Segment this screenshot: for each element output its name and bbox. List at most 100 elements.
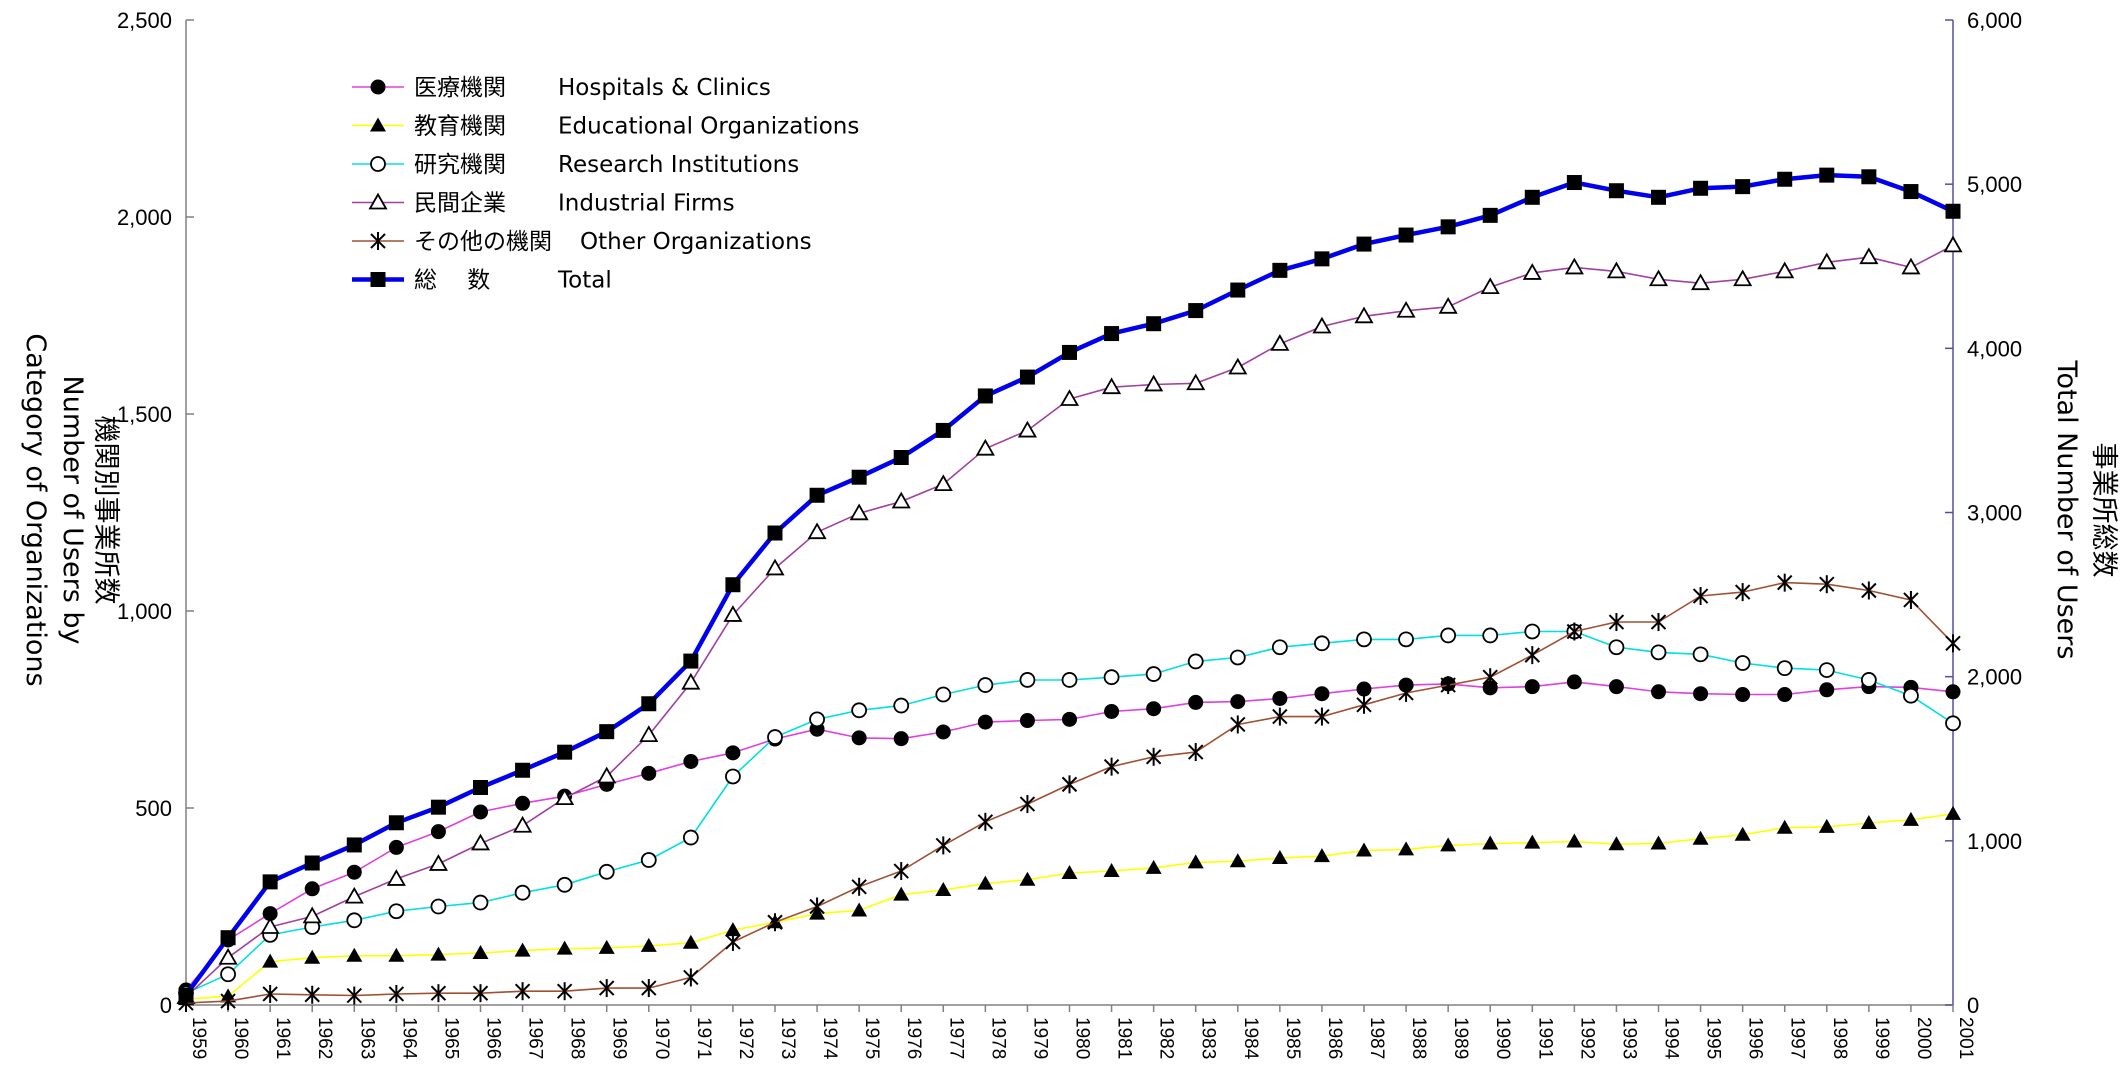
data-point-marker [1522,263,1542,280]
x-tick-label: 1987 [1366,1017,1387,1059]
data-point-marker [809,487,825,503]
x-tick-label: 1982 [1156,1017,1177,1059]
data-point-marker [1691,273,1711,291]
data-point-marker [1271,639,1288,656]
data-point-marker [370,156,386,172]
x-tick-label: 1995 [1703,1017,1724,1059]
data-point-marker [977,714,993,730]
data-point-marker [1480,277,1500,295]
data-point-marker [1102,377,1122,395]
axes-layer: 0 500 1,000 1,500 2,000 2,500 0 1,000 2,000 3,000… [20,8,2119,1060]
data-point-marker [1017,420,1037,438]
data-point-marker [599,979,615,998]
data-point-marker [1648,269,1669,287]
x-tick-label: 1997 [1787,1017,1808,1059]
left-tick-label: 1,000 [117,599,172,624]
left-tick-label: 1,500 [117,402,172,427]
data-point-marker [1945,203,1961,219]
data-point-marker [1354,306,1374,324]
data-point-marker [1650,613,1667,632]
data-point-marker [1819,167,1835,183]
data-point-marker [933,474,953,492]
series-2 [178,623,1961,1002]
data-point-marker [1188,303,1204,319]
data-point-marker [430,946,447,961]
data-point-marker [1312,316,1332,334]
data-point-marker [344,886,364,904]
data-point-marker [388,815,404,831]
data-point-marker [262,984,278,1003]
data-point-marker [1777,573,1793,592]
data-point-marker [640,937,657,952]
data-point-marker [851,469,867,485]
data-point-marker [977,812,994,831]
data-point-marker [1608,836,1625,851]
legend-label-jp: その他の機関 [414,229,552,255]
data-point-marker [1356,695,1372,714]
data-point-marker [262,874,278,890]
data-point-marker [473,804,488,820]
data-point-marker [304,949,321,964]
x-tick-label: 1973 [777,1017,798,1059]
data-point-marker [1272,690,1288,706]
x-tick-label: 1978 [987,1017,1008,1059]
data-point-marker [472,984,489,1003]
data-point-marker [725,577,741,593]
x-tick-label: 1981 [1114,1017,1135,1059]
data-point-marker [1524,834,1541,849]
data-point-marker [725,932,741,951]
data-point-marker [1398,631,1414,648]
x-tick-label: 2000 [1913,1017,1934,1059]
legend-label-en: Industrial Firms [558,191,735,217]
legend-item: 研究機関 Research Institutions [352,152,799,178]
data-point-marker [1482,835,1499,850]
data-point-marker [1059,389,1080,406]
data-point-marker [1019,713,1035,729]
data-point-marker [1945,634,1961,653]
data-point-marker [1734,655,1751,671]
right-tick-label: 1,000 [1967,829,2022,854]
data-point-marker [1146,316,1162,332]
right-tick-label: 6,000 [1967,8,2022,33]
data-point-marker [262,906,278,922]
data-point-marker [556,940,573,955]
x-tick-label: 1985 [1282,1017,1303,1059]
left-tick-label: 500 [135,796,172,821]
data-point-marker [1440,219,1456,235]
data-point-marker [555,788,575,806]
data-point-marker [1356,631,1372,648]
x-tick-label: 1961 [272,1017,293,1059]
data-point-marker [1440,676,1456,695]
data-point-marker [683,968,699,987]
data-point-marker [388,984,405,1003]
data-point-marker [1398,227,1414,243]
data-point-marker [641,765,657,781]
legend-label-en: Hospitals & Clinics [558,75,771,101]
data-point-marker [1396,300,1416,318]
data-point-marker [1524,646,1540,665]
x-tick-label: 1960 [230,1017,251,1059]
data-point-marker [1566,674,1582,690]
data-point-marker [849,503,869,521]
x-tick-label: 1964 [398,1017,419,1060]
data-point-marker [935,422,951,438]
data-point-marker [1608,679,1624,695]
x-tick-label: 1994 [1661,1017,1682,1060]
data-point-marker [975,438,995,456]
data-point-marker [473,779,488,795]
data-point-marker [1734,583,1751,602]
data-point-marker [1186,373,1206,391]
data-point-marker [1817,252,1837,270]
data-point-marker [302,906,322,924]
x-tick-label: 1970 [651,1017,672,1059]
right-tick-label: 2,000 [1967,665,2022,690]
data-point-marker [1272,707,1288,726]
data-point-marker [977,388,993,404]
data-point-marker [472,894,489,911]
data-point-marker [1734,826,1751,841]
left-tick-label: 2,500 [117,8,172,33]
data-point-marker [1692,646,1709,663]
data-point-marker [1901,257,1921,275]
data-point-marker [682,829,699,846]
data-point-marker [346,912,363,929]
